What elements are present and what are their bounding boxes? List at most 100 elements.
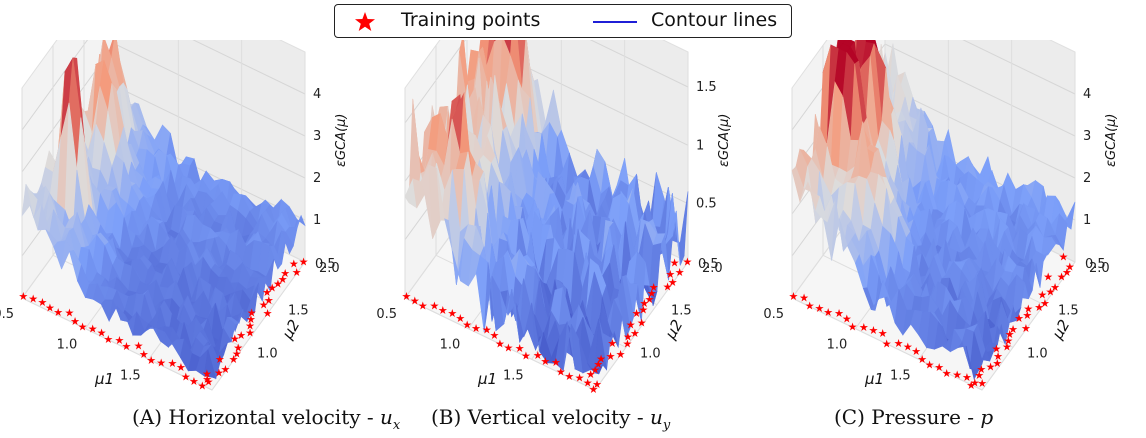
training-point: ★ (1005, 328, 1015, 341)
training-point: ★ (263, 307, 273, 320)
training-point: ★ (167, 357, 177, 370)
training-point: ★ (292, 266, 302, 279)
y-axis-label: μ2 (661, 316, 687, 342)
legend: Training points Contour lines (334, 4, 792, 38)
training-point: ★ (410, 294, 420, 307)
x-tick-label: 0.5 (0, 307, 14, 322)
training-point: ★ (215, 353, 225, 366)
training-point: ★ (97, 326, 107, 339)
training-point: ★ (970, 376, 980, 389)
training-points: ★★★★★★★★★★★★★★★★★★★★★★★★★★★★★★★★★★★★★★★★… (18, 255, 308, 392)
training-point: ★ (1037, 289, 1047, 302)
surface-facet (973, 349, 987, 380)
training-point: ★ (917, 353, 927, 366)
x-axis-label: μ1 (477, 370, 497, 388)
training-point: ★ (992, 357, 1002, 370)
y-tick-label: 1.0 (257, 346, 278, 361)
training-point: ★ (220, 363, 230, 376)
training-point: ★ (299, 255, 309, 268)
training-point: ★ (278, 273, 288, 286)
y-tick-label: 1.5 (671, 304, 692, 319)
caption-b: (B) Vertical velocity - uy (431, 405, 670, 433)
training-point: ★ (606, 350, 616, 363)
training-point: ★ (675, 266, 685, 279)
training-point: ★ (1050, 281, 1060, 294)
training-point: ★ (974, 369, 984, 382)
x-tick-label: 0.5 (376, 307, 397, 322)
training-point: ★ (637, 317, 647, 330)
training-point: ★ (264, 294, 274, 307)
training-point: ★ (593, 358, 603, 371)
training-point: ★ (447, 307, 457, 320)
training-point: ★ (181, 370, 191, 383)
x-tick-label: 1.5 (503, 368, 524, 383)
training-point: ★ (911, 345, 921, 358)
training-point: ★ (70, 315, 80, 328)
training-point: ★ (245, 319, 255, 332)
z-axis-label: εGCA(μ) (1104, 114, 1119, 168)
training-point: ★ (471, 322, 481, 335)
training-point: ★ (1045, 286, 1055, 299)
training-point: ★ (236, 329, 246, 342)
training-point: ★ (232, 348, 242, 361)
training-point: ★ (202, 373, 212, 386)
training-point: ★ (214, 367, 224, 380)
surface-plots: ★ ★ ★★★ ★★★ ★★★ ★★ ★★★ ★ ★★★★ ★★★★ ★★★ ★★★★★★★★★ ★★★… (0, 40, 1119, 395)
caption-b-sub: y (662, 418, 671, 433)
y-tick-label: 2.0 (319, 261, 340, 276)
caption-c-var: p (980, 405, 994, 429)
training-point: ★ (588, 383, 598, 395)
training-point: ★ (418, 299, 428, 312)
training-point: ★ (1022, 309, 1032, 322)
training-point: ★ (596, 352, 606, 365)
training-point: ★ (247, 306, 257, 319)
training-point: ★ (670, 256, 680, 269)
x-tick-label: 0.5 (763, 307, 784, 322)
training-point: ★ (246, 313, 256, 326)
training-point: ★ (682, 256, 692, 269)
x-tick-label: 1.0 (57, 338, 78, 353)
legend-training-label: Training points (401, 9, 541, 31)
training-point: ★ (1003, 334, 1013, 347)
caption-c-text: (C) Pressure - (834, 405, 981, 429)
training-point: ★ (18, 290, 28, 303)
training-point: ★ (977, 377, 987, 390)
x-axis-label: μ1 (94, 370, 114, 388)
z-tick-label: 2 (1083, 171, 1091, 186)
training-point: ★ (630, 327, 640, 340)
training-point: ★ (156, 356, 166, 369)
training-point: ★ (663, 281, 673, 294)
y-tick-label: 1.5 (1058, 304, 1079, 319)
training-point: ★ (1021, 322, 1031, 335)
training-point: ★ (966, 379, 976, 392)
training-point: ★ (462, 318, 472, 331)
training-point: ★ (607, 337, 617, 350)
z-tick-label: 1 (1083, 213, 1091, 228)
x-tick-label: 1.5 (890, 368, 911, 383)
x-tick-label: 1.0 (827, 338, 848, 353)
error-surface (21, 40, 306, 380)
z-tick-label: 1 (696, 138, 704, 153)
training-point: ★ (848, 321, 858, 334)
training-point: ★ (64, 307, 74, 320)
training-point: ★ (976, 363, 986, 376)
training-point: ★ (986, 360, 996, 373)
training-point: ★ (229, 353, 239, 366)
training-point: ★ (495, 337, 505, 350)
training-point: ★ (1023, 303, 1033, 316)
training-point: ★ (575, 372, 585, 385)
training-point: ★ (230, 333, 240, 346)
surface-panel-3: ★ ★★ ★★ ★★★ ★ ★ ★★ ★ ★★★★ ★★ ★ ★★★ ★★★ ★★★★ ★★★★ ★★★★ ★★… (763, 40, 1119, 392)
training-point: ★ (197, 379, 207, 392)
training-point: ★ (925, 359, 935, 372)
z-tick-label: 3 (313, 129, 321, 144)
training-points: ★★★★★★★★★★★★★★★★★★★★★★★★★★★★★★★★★★★★★★★★… (788, 250, 1074, 391)
training-point: ★ (438, 304, 448, 317)
training-point: ★ (504, 341, 514, 354)
training-point: ★ (103, 333, 113, 346)
training-point: ★ (583, 376, 593, 389)
training-point: ★ (139, 348, 149, 361)
z-tick-label: 3 (1083, 129, 1091, 144)
training-point: ★ (622, 337, 632, 350)
training-point: ★ (799, 291, 809, 304)
